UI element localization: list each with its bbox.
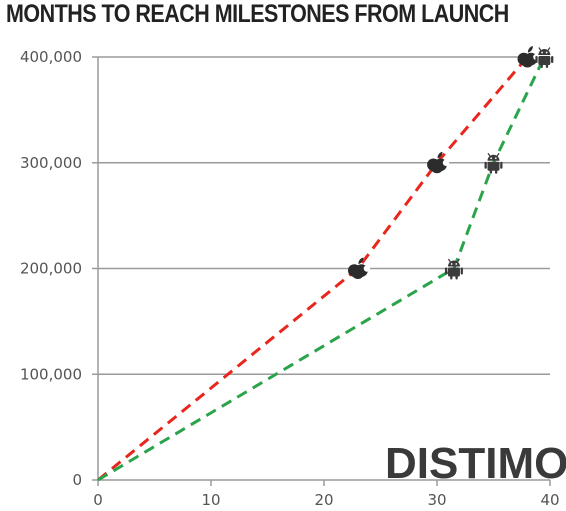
y-tick-label: 100,000 — [20, 365, 82, 383]
y-tick-label: 0 — [72, 471, 82, 489]
x-tick-labels: 0 10 20 30 40 — [93, 491, 559, 509]
series-line-apple — [97, 56, 529, 482]
grid-lines — [98, 56, 550, 375]
y-tick-label: 200,000 — [20, 260, 82, 278]
distimo-watermark: DISTIMO — [385, 439, 566, 488]
series-lines — [97, 56, 546, 482]
axes — [92, 56, 551, 486]
series-line-android — [97, 56, 546, 482]
android-icon — [535, 47, 554, 68]
apple-icon — [348, 257, 371, 279]
x-tick-label: 10 — [201, 491, 220, 509]
android-icon — [484, 152, 503, 174]
chart-title: MONTHS TO REACH MILESTONES FROM LAUNCH — [6, 0, 509, 28]
y-tick-label: 300,000 — [20, 154, 82, 172]
y-tick-label: 400,000 — [20, 48, 82, 66]
x-tick-label: 30 — [427, 491, 446, 509]
apple-icon — [517, 46, 540, 68]
x-tick-label: 20 — [314, 491, 333, 509]
x-tick-label: 0 — [93, 491, 103, 509]
y-tick-labels: 0 100,000 200,000 300,000 400,000 — [20, 48, 82, 489]
android-icon — [444, 258, 463, 280]
apple-icon — [427, 151, 450, 174]
series-markers — [348, 46, 554, 280]
x-tick-label: 40 — [540, 491, 559, 509]
